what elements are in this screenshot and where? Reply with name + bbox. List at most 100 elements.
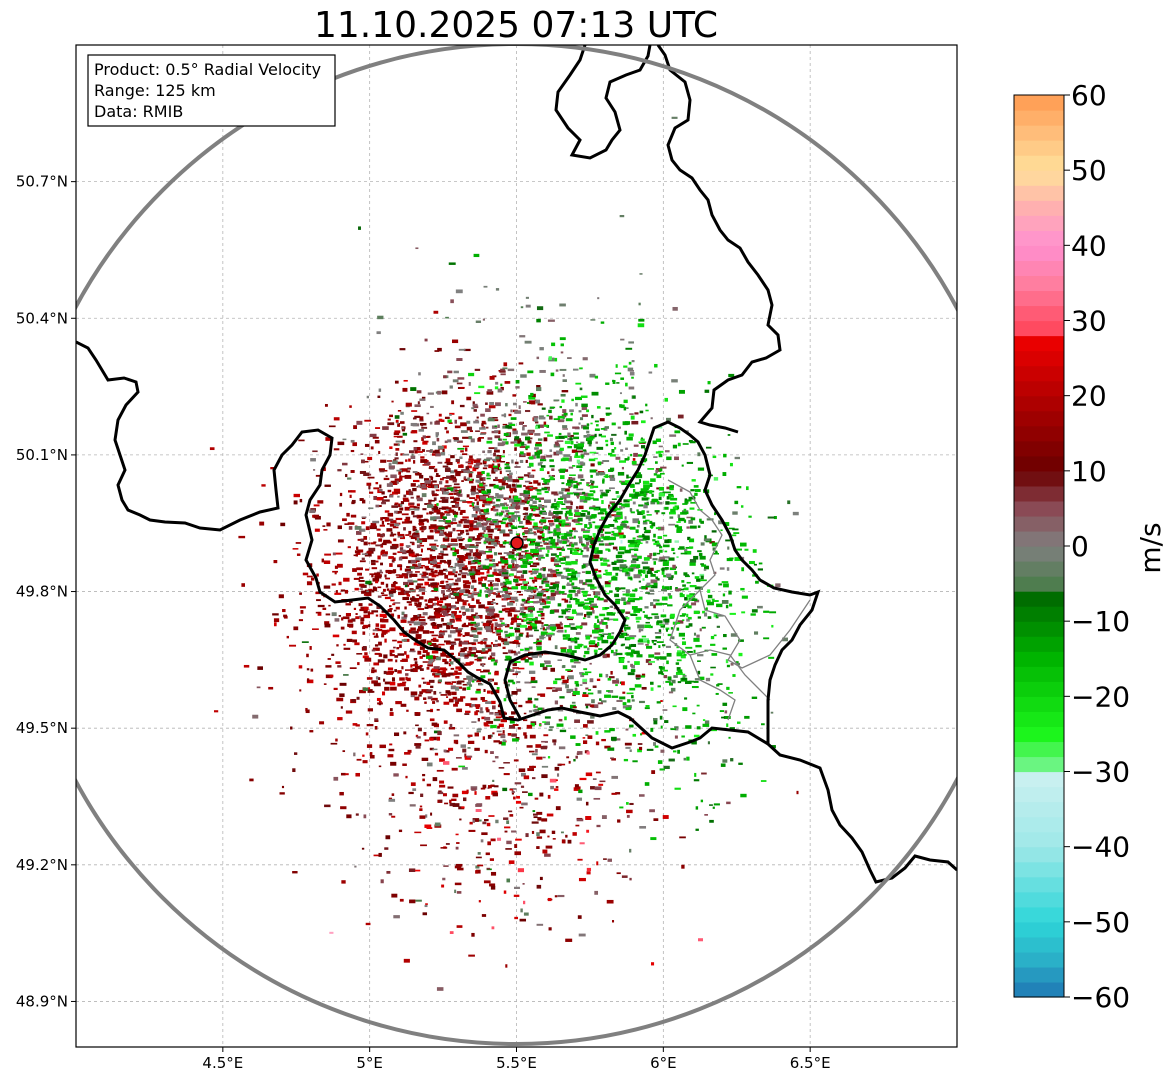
echo-gate	[429, 554, 433, 559]
echo-gate	[421, 424, 424, 427]
echo-gate	[581, 406, 588, 411]
echo-gate	[460, 450, 464, 453]
echo-gate	[347, 546, 351, 549]
echo-gate	[664, 491, 671, 494]
echo-gate	[675, 524, 679, 528]
echo-gate	[416, 497, 423, 502]
echo-gate	[681, 613, 687, 616]
echo-gate	[707, 741, 710, 745]
echo-gate	[768, 656, 775, 659]
echo-gate	[574, 687, 578, 692]
echo-gate	[627, 499, 633, 501]
echo-gate	[562, 409, 567, 414]
echo-gate	[314, 528, 320, 532]
echo-gate	[571, 398, 574, 402]
echo-gate	[411, 453, 414, 456]
echo-gate	[623, 365, 628, 368]
echo-gate	[367, 689, 373, 693]
echo-gate	[568, 466, 574, 469]
echo-gate	[393, 523, 400, 527]
echo-gate	[406, 677, 411, 682]
echo-gate	[642, 578, 645, 581]
echo-gate	[477, 525, 485, 528]
echo-gate	[624, 503, 630, 508]
echo-gate	[638, 493, 641, 497]
echo-gate	[499, 470, 502, 475]
echo-gate	[479, 427, 486, 430]
echo-gate	[493, 468, 498, 472]
echo-gate	[744, 548, 749, 551]
echo-gate	[604, 531, 611, 534]
echo-gate	[686, 594, 694, 598]
echo-gate	[579, 505, 584, 510]
echo-gate	[508, 554, 515, 559]
echo-gate	[655, 636, 661, 639]
echo-gate	[522, 791, 528, 794]
echo-gate	[494, 435, 501, 439]
echo-gate	[475, 690, 481, 694]
echo-gate	[406, 601, 412, 604]
echo-gate	[358, 603, 363, 607]
echo-gate	[505, 504, 509, 507]
echo-gate	[394, 415, 400, 419]
echo-gate	[463, 622, 466, 626]
echo-gate	[647, 663, 653, 666]
echo-gate	[700, 575, 704, 580]
echo-gate	[476, 869, 481, 874]
echo-gate	[405, 630, 408, 633]
echo-gate	[486, 525, 491, 530]
echo-gate	[661, 585, 665, 589]
echo-gate	[576, 465, 583, 469]
echo-gate	[449, 646, 454, 650]
echo-gate	[342, 750, 346, 753]
echo-gate	[516, 681, 521, 684]
echo-gate	[619, 806, 624, 809]
echo-gate	[647, 592, 655, 595]
echo-gate	[792, 511, 799, 516]
echo-gate	[482, 526, 487, 531]
echo-gate	[620, 539, 623, 544]
echo-gate	[699, 628, 702, 632]
echo-gate	[381, 520, 385, 525]
echo-gate	[381, 501, 387, 505]
echo-gate	[656, 620, 663, 624]
echo-gate	[389, 589, 393, 593]
echo-gate	[582, 678, 588, 683]
echo-gate	[480, 535, 487, 538]
echo-gate	[575, 452, 579, 457]
echo-gate	[427, 392, 434, 395]
echo-gate	[556, 534, 560, 538]
echo-gate	[374, 726, 378, 730]
echo-gate	[497, 552, 502, 555]
echo-gate	[624, 430, 627, 435]
echo-gate	[505, 461, 510, 465]
echo-gate	[667, 633, 673, 637]
echo-gate	[434, 539, 438, 542]
echo-gate	[436, 564, 441, 569]
echo-gate	[501, 559, 509, 564]
echo-gate	[516, 484, 522, 488]
echo-gate	[634, 493, 639, 497]
echo-gate	[539, 597, 543, 602]
echo-gate	[755, 580, 759, 584]
echo-gate	[467, 653, 474, 657]
echo-gate	[604, 581, 611, 585]
echo-gate	[440, 652, 446, 657]
echo-gate	[567, 572, 574, 577]
echo-gate	[628, 361, 632, 365]
echo-gate	[536, 646, 542, 651]
echo-gate	[787, 500, 791, 505]
echo-gate	[552, 543, 556, 547]
echo-gate	[385, 475, 388, 478]
echo-gate	[521, 527, 528, 530]
echo-gate	[394, 669, 398, 673]
echo-gate	[497, 424, 500, 429]
echo-gate	[498, 479, 506, 483]
echo-gate	[528, 710, 532, 713]
echo-gate	[584, 537, 592, 540]
echo-gate	[481, 648, 486, 652]
echo-gate	[573, 787, 581, 791]
echo-gate	[409, 804, 416, 807]
echo-gate	[459, 404, 465, 408]
echo-gate	[653, 742, 656, 746]
